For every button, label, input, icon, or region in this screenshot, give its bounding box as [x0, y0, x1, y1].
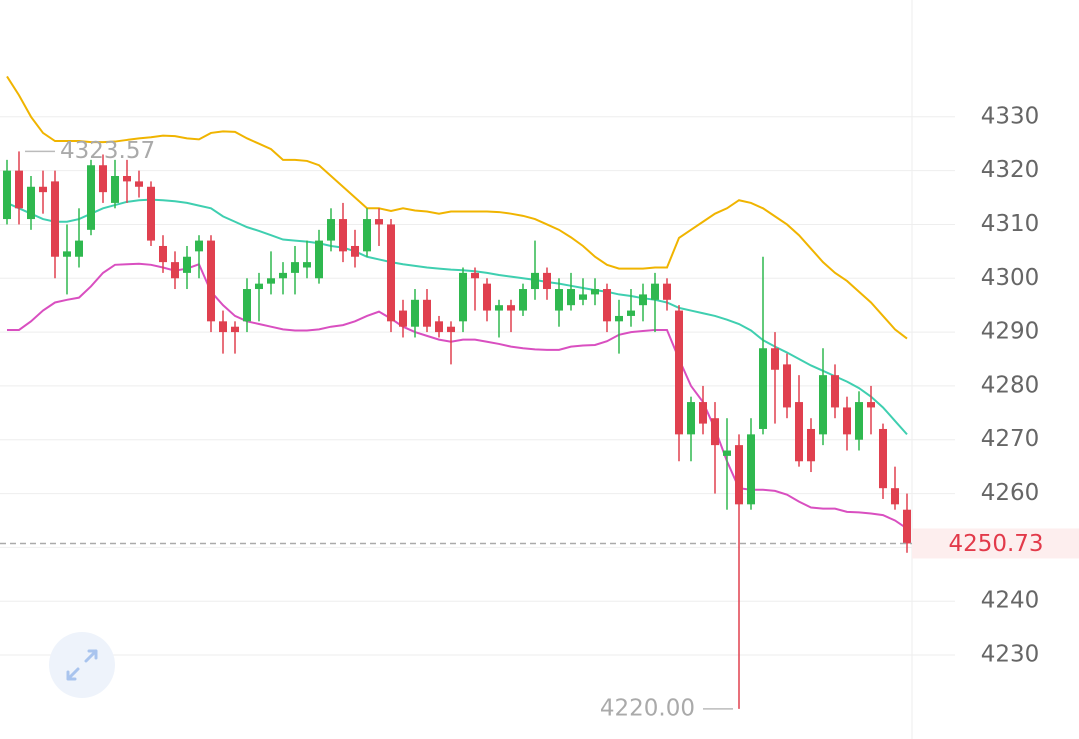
candle-body — [651, 283, 659, 300]
candle-body — [543, 272, 551, 290]
candle-body — [591, 289, 599, 295]
candle-body — [687, 402, 695, 435]
candle-body — [495, 305, 503, 311]
candle-body — [663, 283, 671, 300]
candle-body — [675, 310, 683, 435]
candle-body — [315, 240, 323, 279]
expand-icon[interactable] — [66, 649, 98, 681]
candle-body — [87, 165, 95, 230]
band-line — [7, 262, 908, 530]
high-label: 4323.57 — [60, 138, 155, 164]
candle-body — [579, 294, 587, 300]
candle-body — [183, 256, 191, 273]
candle-body — [699, 402, 707, 424]
candle-body — [771, 348, 779, 370]
y-tick-label: 4240 — [981, 588, 1040, 614]
candle-body — [555, 289, 563, 311]
candle-body — [171, 262, 179, 279]
candle-body — [147, 186, 155, 241]
candle-body — [27, 186, 35, 220]
candle-body — [531, 272, 539, 290]
candle-body — [819, 375, 827, 435]
candle-body — [219, 321, 227, 333]
candle-body — [195, 240, 203, 252]
candle-body — [279, 272, 287, 279]
candle-body — [411, 299, 419, 327]
candle-body — [255, 283, 263, 290]
y-tick-label: 4290 — [981, 319, 1040, 345]
candle-body — [159, 245, 167, 263]
candle-body — [291, 262, 299, 273]
y-tick-label: 4230 — [981, 642, 1040, 668]
candle-body — [363, 219, 371, 252]
expand-button-bg[interactable] — [49, 632, 115, 698]
expand-button[interactable] — [49, 632, 115, 698]
candle-body — [207, 240, 215, 322]
candle-body — [843, 407, 851, 435]
candle-body — [387, 224, 395, 322]
low-label: 4220.00 — [600, 695, 695, 721]
candle-body — [375, 219, 383, 225]
candle-body — [891, 488, 899, 505]
candle-body — [639, 294, 647, 306]
candle-body — [423, 299, 431, 327]
y-tick-label: 4270 — [981, 426, 1040, 452]
candle-body — [903, 509, 911, 544]
candle-body — [627, 310, 635, 316]
y-tick-label: 4310 — [981, 211, 1040, 237]
current-price-label: 4250.73 — [948, 531, 1043, 557]
candle-body — [711, 418, 719, 446]
current-price-box — [912, 528, 1079, 559]
band-line — [6, 198, 908, 436]
candle-body — [339, 219, 347, 252]
candle-body — [879, 428, 887, 489]
candle-body — [231, 326, 239, 333]
candle-body — [519, 289, 527, 311]
candle-body — [123, 176, 131, 182]
candle-body — [99, 165, 107, 193]
candle-body — [747, 434, 755, 505]
y-tick-label: 4280 — [981, 372, 1040, 398]
candle-body — [303, 262, 311, 268]
candle-body — [507, 305, 515, 311]
candle-body — [783, 364, 791, 408]
candle-body — [615, 315, 623, 322]
candle-body — [723, 450, 731, 456]
y-tick-label: 4330 — [981, 103, 1040, 129]
y-tick-label: 4300 — [981, 265, 1040, 291]
candle-body — [735, 445, 743, 505]
candle-body — [267, 278, 275, 284]
candle-body — [459, 272, 467, 322]
candle-body — [471, 272, 479, 279]
candle-body — [435, 321, 443, 333]
candle-body — [75, 240, 83, 257]
candle-body — [327, 219, 335, 241]
candle-body — [567, 289, 575, 306]
candle-body — [831, 375, 839, 408]
candle-body — [111, 176, 119, 203]
candle-body — [795, 402, 803, 462]
candle-body — [807, 428, 815, 462]
candle-body — [243, 289, 251, 322]
candle-body — [3, 170, 11, 220]
candle-body — [39, 186, 47, 193]
candle-body — [759, 348, 767, 429]
candle-body — [135, 181, 143, 187]
band-line — [6, 75, 908, 340]
candle-body — [855, 402, 863, 440]
candle-body — [51, 181, 59, 257]
candle-body — [351, 245, 359, 257]
candle-body — [483, 283, 491, 311]
candle-body — [867, 402, 875, 408]
y-tick-label: 4260 — [981, 480, 1040, 506]
candle-body — [603, 289, 611, 322]
candle-body — [399, 310, 407, 327]
candle-body — [63, 251, 71, 257]
candle-body — [15, 170, 23, 209]
candle-body — [447, 326, 455, 333]
y-tick-label: 4320 — [981, 157, 1040, 183]
